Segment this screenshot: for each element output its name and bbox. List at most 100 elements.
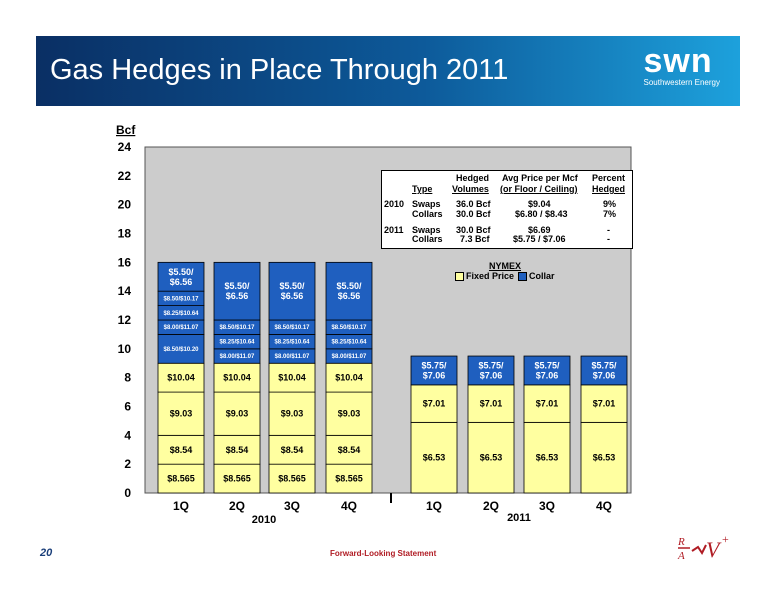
- segment-label: $10.04: [335, 373, 363, 383]
- row-type: Swaps: [412, 225, 441, 235]
- row-percent: 9%: [603, 199, 617, 209]
- collar-segment: [325, 261, 373, 321]
- fixed-price-segment: [325, 463, 373, 494]
- collar-segment: [157, 261, 205, 292]
- header-floor-ceiling: (or Floor / Ceiling): [500, 184, 578, 194]
- segment-label: $8.25/$10.64: [331, 340, 367, 346]
- segment-label: $7.01: [480, 399, 503, 409]
- segment-label: $7.01: [536, 399, 559, 409]
- segment-label: $7.06: [536, 370, 559, 380]
- segment-label: $10.04: [167, 373, 195, 383]
- row-percent: -: [607, 234, 610, 244]
- segment-label: $6.56: [338, 291, 361, 301]
- segment-label: $5.50/: [336, 281, 362, 291]
- segment-label: $7.01: [423, 399, 446, 409]
- x-category-label: 4Q: [596, 499, 612, 513]
- y-tick-label: 22: [118, 169, 132, 183]
- segment-label: $6.53: [480, 453, 503, 463]
- logo-wordmark: swn: [643, 42, 713, 80]
- collar-segment: [410, 355, 458, 386]
- x-category-label: 1Q: [173, 499, 189, 513]
- row-volume: 36.0 Bcf: [456, 199, 491, 209]
- segment-label: $8.25/$10.64: [219, 340, 255, 346]
- segment-label: $5.75/: [591, 360, 617, 370]
- x-category-label: 2Q: [483, 499, 499, 513]
- segment-label: $8.00/$11.07: [332, 354, 367, 360]
- row-type: Swaps: [412, 199, 441, 209]
- collar-segment: [467, 355, 515, 386]
- legend-collar: Collar: [529, 271, 555, 281]
- header-hedged-pct: Hedged: [592, 184, 626, 194]
- segment-label: $5.50/: [168, 267, 194, 277]
- row-type: Collars: [412, 209, 443, 219]
- company-logo: swn Southwestern Energy: [644, 44, 721, 88]
- logo-subtitle: Southwestern Energy: [643, 78, 721, 87]
- fixed-price-segment: [268, 463, 316, 494]
- svg-text:A: A: [677, 550, 685, 562]
- segment-label: $5.75/: [421, 360, 447, 370]
- row-price: $6.69: [528, 225, 551, 235]
- fixed-price-segment: [523, 421, 571, 494]
- page-number: 20: [40, 547, 53, 559]
- segment-label: $5.50/: [279, 281, 305, 291]
- header-percent: Percent: [592, 173, 626, 183]
- svg-text:+: +: [722, 532, 729, 546]
- segment-label: $5.50/: [224, 281, 250, 291]
- row-percent: -: [607, 225, 610, 235]
- collar-segment: [580, 355, 628, 386]
- y-tick-label: 20: [118, 198, 132, 212]
- x-category-label: 4Q: [341, 499, 357, 513]
- fixed-price-segment: [213, 463, 261, 494]
- segment-label: $8.00/$11.07: [275, 354, 310, 360]
- row-year: 2010: [384, 199, 405, 209]
- year-label: 2010: [252, 514, 276, 526]
- segment-label: $8.50/$10.17: [163, 296, 199, 302]
- fixed-price-segment: [213, 362, 261, 393]
- segment-label: $7.01: [593, 399, 616, 409]
- segment-label: $8.54: [170, 445, 193, 455]
- y-tick-label: 18: [118, 227, 132, 241]
- segment-label: $10.04: [223, 373, 251, 383]
- y-tick-label: 12: [118, 313, 132, 327]
- y-tick-label: 4: [124, 428, 131, 442]
- x-category-label: 2Q: [229, 499, 245, 513]
- row-type: Collars: [412, 234, 443, 244]
- row-price: $6.80 / $8.43: [515, 209, 568, 219]
- row-price: $9.04: [528, 199, 551, 209]
- row-year: 2011: [384, 225, 404, 235]
- rav-logo: R A V +: [677, 532, 729, 562]
- segment-label: $9.03: [338, 409, 361, 419]
- segment-label: $8.54: [281, 445, 304, 455]
- segment-label: $8.54: [226, 445, 249, 455]
- segment-label: $8.54: [338, 445, 361, 455]
- fixed-price-segment: [467, 384, 515, 423]
- row-volume: 30.0 Bcf: [456, 209, 491, 219]
- fixed-price-swatch: [455, 271, 464, 281]
- title-banner: Gas Hedges in Place Through 2011 swn Sou…: [36, 36, 740, 106]
- header-hedged: Hedged: [456, 173, 490, 183]
- y-tick-label: 14: [118, 284, 132, 298]
- segment-label: $7.06: [480, 370, 503, 380]
- segment-label: $5.75/: [478, 360, 504, 370]
- segment-label: $7.06: [593, 370, 616, 380]
- segment-label: $8.00/$11.07: [164, 325, 199, 331]
- row-price: $5.75 / $7.06: [513, 234, 566, 244]
- hedge-summary-table: Hedged Volumes Avg Price per Mcf (or Flo…: [381, 170, 633, 249]
- header-type: Type: [412, 184, 433, 194]
- y-tick-label: 8: [124, 371, 131, 385]
- y-tick-label: 2: [124, 457, 131, 471]
- y-tick-label: 6: [124, 400, 131, 414]
- segment-label: $8.50/$10.17: [219, 325, 255, 331]
- segment-label: $10.04: [278, 373, 306, 383]
- fixed-price-segment: [213, 434, 261, 465]
- segment-label: $8.50/$10.17: [274, 325, 310, 331]
- collar-swatch: [518, 271, 528, 281]
- y-tick-label: 10: [118, 342, 132, 356]
- x-category-label: 3Q: [539, 499, 555, 513]
- fixed-price-segment: [523, 384, 571, 423]
- segment-label: $6.53: [536, 453, 559, 463]
- segment-label: $8.565: [278, 474, 306, 484]
- segment-label: $6.53: [423, 453, 446, 463]
- segment-label: $6.56: [226, 291, 249, 301]
